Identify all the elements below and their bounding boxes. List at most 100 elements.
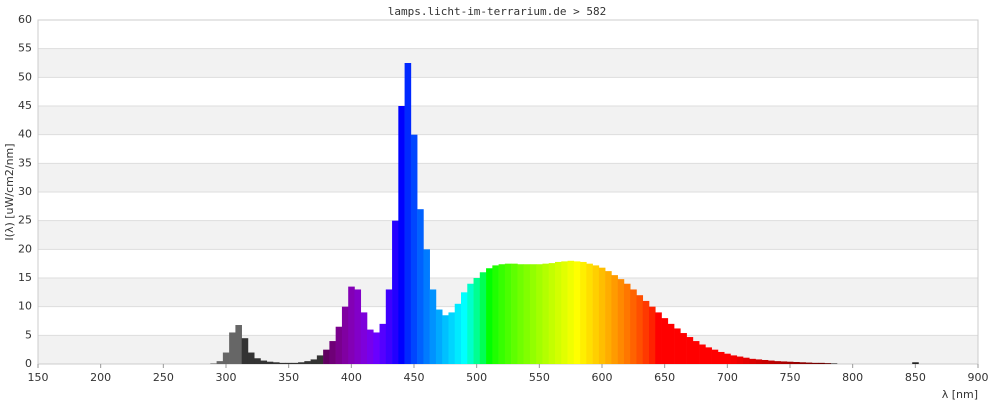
x-tick-label: 800 [842, 371, 863, 384]
x-tick-label: 450 [404, 371, 425, 384]
x-tick-label: 850 [905, 371, 926, 384]
spectrum-bar [423, 249, 430, 364]
spectrum-bar [504, 263, 512, 364]
spectrum-bar [912, 362, 919, 364]
y-tick-label: 45 [18, 99, 32, 112]
spectrum-bar [793, 361, 800, 364]
y-tick-label: 35 [18, 156, 32, 169]
spectrum-bar [254, 358, 261, 364]
spectrum-bar [291, 362, 299, 364]
y-tick-label: 10 [18, 300, 32, 313]
y-tick-label: 5 [25, 328, 32, 341]
spectrum-bar [260, 360, 268, 364]
spectrum-bar [661, 318, 669, 364]
y-tick-label: 15 [18, 271, 32, 284]
spectrum-bar [310, 359, 318, 364]
spectrum-bar [548, 263, 556, 364]
spectrum-bar [705, 347, 712, 364]
spectrum-bar [580, 261, 587, 364]
spectrum-bar [222, 352, 230, 364]
spectrum-bar [749, 358, 756, 364]
x-tick-label: 650 [654, 371, 675, 384]
spectrum-bar [473, 278, 481, 364]
y-tick-label: 40 [18, 128, 32, 141]
grid-band [38, 48, 978, 78]
spectrum-bar [680, 333, 687, 364]
spectrum-bar [692, 341, 700, 364]
chart-title: lamps.licht-im-terrarium.de > 582 [388, 5, 607, 18]
spectrum-bar [824, 363, 832, 364]
spectrum-bar [316, 355, 324, 364]
spectrum-bar [354, 289, 362, 364]
spectrum-bar [448, 312, 456, 364]
x-tick-label: 750 [780, 371, 801, 384]
spectrum-bar [523, 264, 531, 364]
spectrum-bar [492, 265, 499, 364]
y-tick-label: 25 [18, 214, 32, 227]
y-tick-label: 60 [18, 13, 32, 26]
spectrum-bar [367, 329, 374, 364]
spectrum-bar [555, 261, 562, 364]
spectrum-bar [755, 359, 763, 364]
spectrum-bar [435, 309, 443, 364]
spectrum-bar [348, 286, 355, 364]
spectrum-bar [404, 63, 412, 364]
grid-band [38, 220, 978, 250]
spectrum-bar [216, 361, 224, 364]
spectrum-bar [667, 323, 675, 364]
y-tick-label: 0 [25, 357, 32, 370]
spectrum-bar [642, 300, 650, 364]
x-tick-label: 250 [153, 371, 174, 384]
spectrum-bar [786, 361, 794, 364]
spectrum-bar [486, 268, 493, 364]
spectrum-bar [561, 261, 568, 364]
spectrum-bar [743, 357, 750, 364]
x-tick-label: 150 [28, 371, 49, 384]
spectrum-bar [517, 264, 524, 364]
spectrum-bar [774, 361, 781, 364]
spectrum-bar [298, 362, 305, 364]
spectrum-bar [341, 306, 349, 364]
spectrum-bar [542, 263, 550, 364]
spectrum-bar [210, 363, 217, 364]
spectrum-bar [711, 349, 719, 364]
spectrum-bar [467, 283, 474, 364]
spectrum-bar [724, 353, 731, 364]
spectrum-bar [818, 362, 825, 364]
spectrum-bar [323, 349, 330, 364]
spectrum-bar [304, 361, 311, 364]
spectrum-bar [335, 326, 343, 364]
spectrum-bar [329, 341, 336, 364]
spectrum-bar [529, 264, 537, 364]
spectrum-bar [686, 337, 694, 364]
spectrum-bar [241, 338, 249, 364]
spectrum-bar [479, 272, 487, 364]
x-tick-label: 900 [968, 371, 989, 384]
spectrum-bar [235, 325, 242, 364]
spectrum-bar [273, 362, 280, 364]
spectrum-bar [761, 359, 769, 364]
spectrum-bar [630, 289, 637, 364]
x-tick-label: 600 [592, 371, 613, 384]
spectrum-bar [379, 323, 387, 364]
spectrum-bar [454, 303, 462, 364]
spectrum-bar [498, 264, 506, 364]
x-tick-label: 700 [717, 371, 738, 384]
spectrum-bar [279, 362, 286, 364]
spectrum-bar [536, 264, 543, 364]
spectrum-bar [592, 265, 600, 364]
spectrum-bar [811, 362, 819, 364]
y-axis-label: I(λ) [uW/cm2/nm] [3, 143, 16, 240]
spectrum-bar [266, 361, 274, 364]
spectrum-bar [429, 289, 437, 364]
spectrum-bar [699, 344, 706, 364]
spectrum-bar [442, 315, 449, 364]
x-tick-label: 300 [216, 371, 237, 384]
spectrum-bar [799, 362, 806, 364]
spectrum-bar [736, 356, 744, 364]
spectrum-bar [598, 267, 606, 364]
spectrum-bar [730, 355, 738, 364]
spectrum-bar [511, 263, 518, 364]
spectrum-bar [573, 261, 581, 364]
